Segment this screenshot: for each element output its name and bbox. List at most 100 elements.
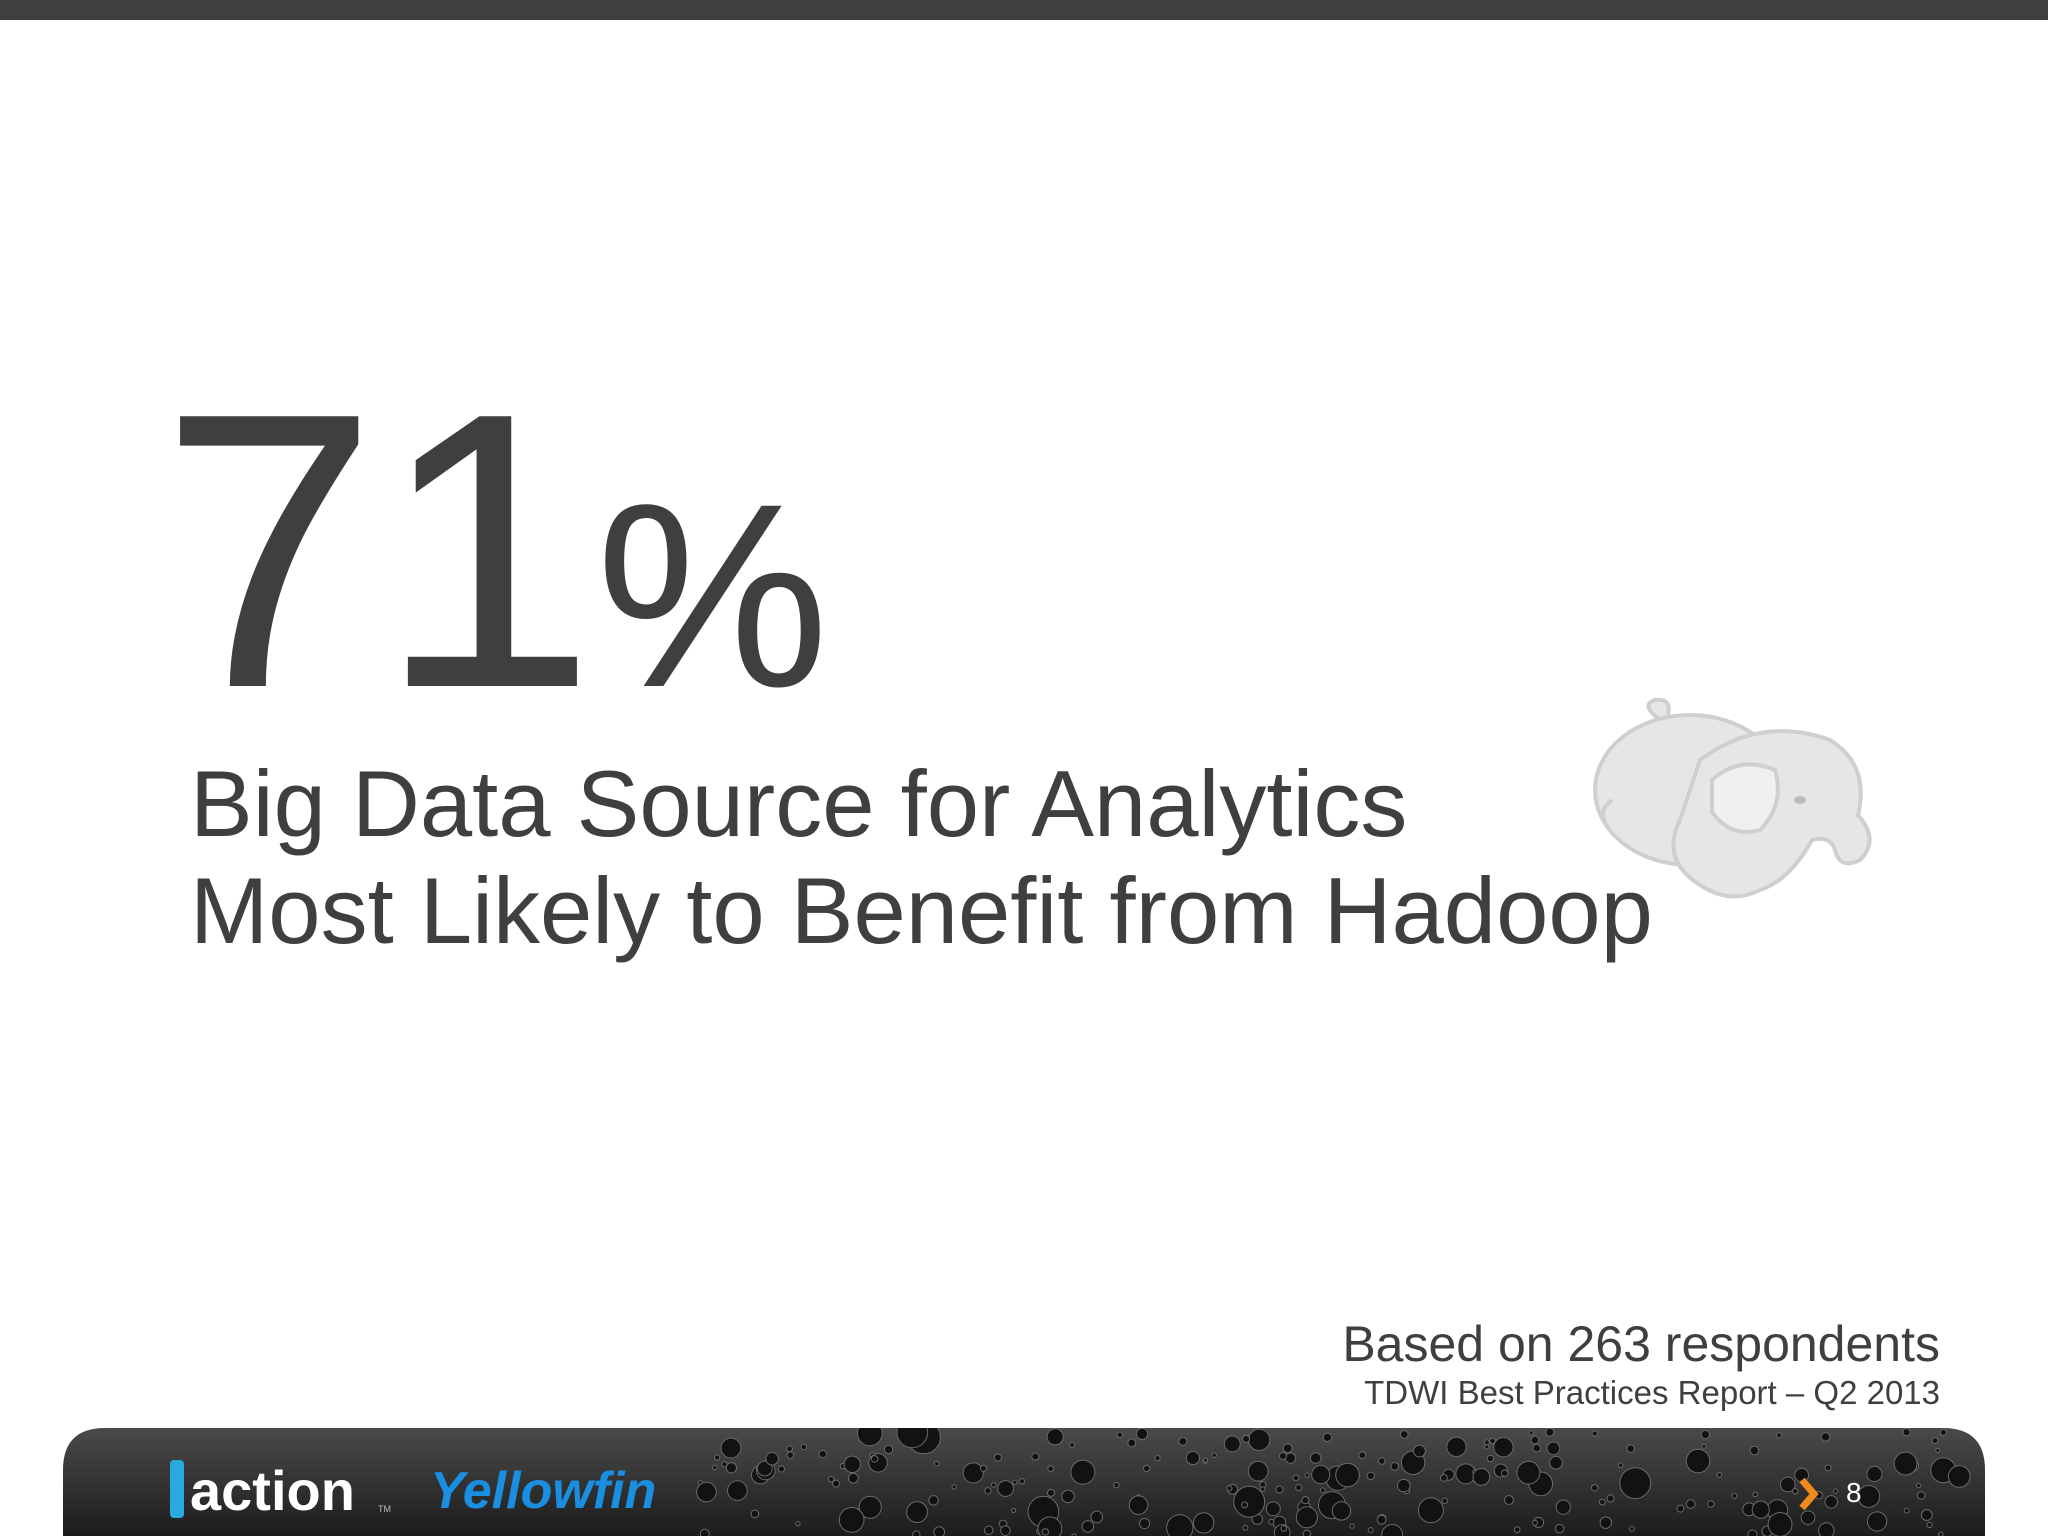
water-drop xyxy=(1265,1501,1281,1517)
water-drop xyxy=(979,1464,988,1472)
water-drop xyxy=(1486,1454,1495,1463)
logo-yellowfin: Yellowfin xyxy=(430,1462,656,1520)
water-drop xyxy=(1061,1489,1075,1504)
water-drop xyxy=(1917,1491,1926,1500)
water-drop xyxy=(1824,1464,1832,1472)
water-drop xyxy=(1947,1465,1971,1488)
water-drop xyxy=(800,1443,808,1451)
water-drop xyxy=(1938,1531,1944,1536)
water-drop xyxy=(827,1475,835,1483)
water-drop xyxy=(928,1495,939,1506)
water-drop xyxy=(1260,1486,1266,1492)
water-drops xyxy=(696,1428,1971,1536)
water-drop xyxy=(1268,1518,1275,1525)
water-drop xyxy=(1047,1465,1054,1472)
water-drop xyxy=(1685,1499,1696,1509)
water-drop xyxy=(1381,1524,1404,1536)
water-drop xyxy=(912,1530,921,1536)
water-drop xyxy=(856,1428,883,1447)
water-drop xyxy=(1041,1528,1050,1536)
water-drop xyxy=(983,1525,994,1536)
water-drop xyxy=(1322,1432,1333,1443)
water-drop xyxy=(1031,1452,1040,1461)
water-drop xyxy=(1685,1448,1711,1474)
water-drop xyxy=(1295,1484,1303,1492)
water-drop xyxy=(1070,1459,1096,1485)
water-drop xyxy=(1617,1462,1624,1469)
water-drop xyxy=(1390,1461,1400,1471)
water-drop xyxy=(962,1462,984,1484)
water-drop xyxy=(1857,1484,1881,1508)
water-drop xyxy=(1242,1434,1251,1443)
caption-line: Most Likely to Benefit from Hadoop xyxy=(190,858,1653,963)
water-drop xyxy=(1233,1485,1266,1518)
water-drop xyxy=(1046,1488,1055,1497)
water-drop xyxy=(1824,1495,1838,1509)
water-drop xyxy=(1247,1428,1271,1451)
water-drop xyxy=(1311,1465,1331,1485)
water-drop xyxy=(1335,1462,1360,1488)
water-drop xyxy=(1555,1499,1571,1515)
water-drop xyxy=(1138,1517,1151,1530)
water-drop xyxy=(1127,1438,1137,1448)
water-drop xyxy=(1935,1447,1941,1454)
water-drop xyxy=(1545,1428,1555,1437)
water-drop xyxy=(1242,1524,1249,1531)
caption-line: Big Data Source for Analytics xyxy=(190,751,1407,856)
water-drop xyxy=(1241,1501,1249,1509)
water-drop xyxy=(1192,1512,1215,1534)
water-drop xyxy=(1136,1428,1149,1440)
water-drop xyxy=(1011,1507,1017,1513)
water-drop xyxy=(1700,1429,1711,1440)
water-drop xyxy=(713,1454,721,1461)
water-drop xyxy=(1202,1457,1209,1463)
water-drop xyxy=(750,1509,760,1519)
water-drop xyxy=(847,1472,859,1484)
water-drop xyxy=(1367,1527,1374,1534)
water-drop xyxy=(984,1487,992,1495)
water-drop xyxy=(858,1495,882,1519)
water-drop xyxy=(1915,1482,1922,1489)
water-drop xyxy=(1302,1529,1312,1536)
water-drop xyxy=(1767,1512,1793,1536)
water-drop xyxy=(818,1449,827,1459)
water-drop xyxy=(1902,1428,1911,1437)
footer: action TM Yellowfin 8 xyxy=(63,1428,1985,1536)
water-drop xyxy=(1546,1441,1561,1456)
water-drop xyxy=(868,1453,888,1473)
water-drop xyxy=(1818,1522,1835,1536)
water-drop xyxy=(1399,1430,1409,1439)
water-drop xyxy=(1920,1509,1933,1521)
water-drop xyxy=(1931,1437,1939,1445)
water-drop xyxy=(1752,1491,1758,1498)
water-drop xyxy=(1358,1451,1367,1460)
page-number: 8 xyxy=(1846,1477,1862,1508)
water-drop xyxy=(1472,1467,1491,1486)
water-drop xyxy=(1599,1516,1613,1529)
water-drop xyxy=(1154,1454,1161,1462)
trademark: TM xyxy=(378,1504,391,1514)
water-drop xyxy=(1591,1430,1598,1437)
water-drop xyxy=(1309,1452,1322,1464)
water-drop xyxy=(1247,1460,1269,1482)
water-drop xyxy=(1504,1495,1514,1506)
water-drop xyxy=(883,1444,894,1455)
water-drop xyxy=(1069,1442,1075,1448)
water-drop xyxy=(1532,1443,1542,1453)
source-note: Based on 263 respondents xyxy=(1342,1316,1940,1372)
water-drop xyxy=(1116,1431,1124,1439)
water-drop xyxy=(1747,1529,1758,1536)
water-drop xyxy=(1413,1444,1426,1458)
water-drop xyxy=(1483,1439,1490,1446)
logo-action: action xyxy=(190,1459,355,1522)
water-drop xyxy=(1549,1455,1563,1470)
water-drop xyxy=(786,1445,793,1453)
water-drop xyxy=(1304,1472,1310,1478)
water-drop xyxy=(990,1482,997,1488)
water-drop xyxy=(838,1507,865,1533)
water-drop xyxy=(906,1501,928,1523)
water-drop xyxy=(1751,1500,1770,1519)
water-drop xyxy=(725,1462,738,1474)
water-drop xyxy=(795,1521,801,1527)
